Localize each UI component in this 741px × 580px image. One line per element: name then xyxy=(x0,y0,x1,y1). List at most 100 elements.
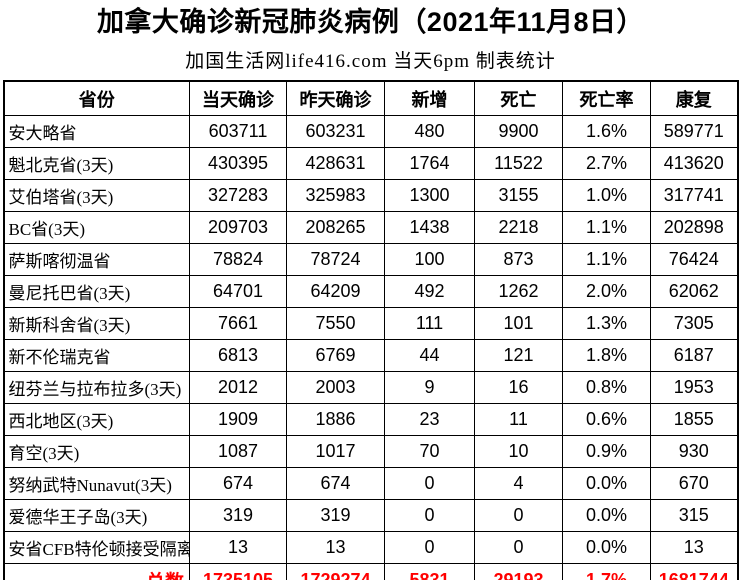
death-rate-cell: 1.8% xyxy=(562,339,651,372)
new-cases-cell: 70 xyxy=(384,435,475,468)
header-yesterday-confirmed: 昨天确诊 xyxy=(286,80,385,116)
table-row: 育空(3天) 1087 1017 70 10 0.9% 930 xyxy=(3,435,738,468)
table-row: 艾伯塔省(3天) 327283 325983 1300 3155 1.0% 31… xyxy=(3,179,738,212)
deaths-cell: 0 xyxy=(474,499,563,532)
yesterday-confirmed-cell: 1017 xyxy=(286,435,385,468)
table-row: 魁北克省(3天) 430395 428631 1764 11522 2.7% 4… xyxy=(3,147,738,180)
deaths-cell: 873 xyxy=(474,243,563,276)
covid-cases-table: 省份 当天确诊 昨天确诊 新增 死亡 死亡率 康复 安大略省 603711 60… xyxy=(2,80,739,580)
recovered-cell: 413620 xyxy=(650,147,738,180)
yesterday-confirmed-cell: 674 xyxy=(286,467,385,500)
death-rate-cell: 0.8% xyxy=(562,371,651,404)
total-label: 总数 xyxy=(3,563,190,580)
province-cell: 安省CFB特伦顿接受隔离 xyxy=(3,531,190,564)
total-row: 总数 1735105 1729274 5831 29193 1.7% 16817… xyxy=(3,563,738,580)
deaths-cell: 16 xyxy=(474,371,563,404)
new-cases-cell: 9 xyxy=(384,371,475,404)
province-cell: 新斯科舍省(3天) xyxy=(3,307,190,340)
table-row: 努纳武特Nunavut(3天) 674 674 0 4 0.0% 670 xyxy=(3,467,738,500)
new-cases-cell: 100 xyxy=(384,243,475,276)
new-cases-cell: 1438 xyxy=(384,211,475,244)
table-row: 西北地区(3天) 1909 1886 23 11 0.6% 1855 xyxy=(3,403,738,436)
new-cases-cell: 44 xyxy=(384,339,475,372)
today-confirmed-cell: 603711 xyxy=(189,115,287,148)
new-cases-cell: 492 xyxy=(384,275,475,308)
death-rate-cell: 1.3% xyxy=(562,307,651,340)
yesterday-confirmed-cell: 319 xyxy=(286,499,385,532)
yesterday-confirmed-cell: 1886 xyxy=(286,403,385,436)
total-yesterday-confirmed: 1729274 xyxy=(286,563,385,580)
death-rate-cell: 0.6% xyxy=(562,403,651,436)
yesterday-confirmed-cell: 325983 xyxy=(286,179,385,212)
yesterday-confirmed-cell: 6769 xyxy=(286,339,385,372)
province-cell: 育空(3天) xyxy=(3,435,190,468)
province-cell: 爱德华王子岛(3天) xyxy=(3,499,190,532)
yesterday-confirmed-cell: 64209 xyxy=(286,275,385,308)
deaths-cell: 3155 xyxy=(474,179,563,212)
new-cases-cell: 1300 xyxy=(384,179,475,212)
death-rate-cell: 1.6% xyxy=(562,115,651,148)
province-cell: 纽芬兰与拉布拉多(3天) xyxy=(3,371,190,404)
today-confirmed-cell: 64701 xyxy=(189,275,287,308)
deaths-cell: 4 xyxy=(474,467,563,500)
death-rate-cell: 0.0% xyxy=(562,499,651,532)
deaths-cell: 10 xyxy=(474,435,563,468)
total-today-confirmed: 1735105 xyxy=(189,563,287,580)
recovered-cell: 317741 xyxy=(650,179,738,212)
deaths-cell: 121 xyxy=(474,339,563,372)
death-rate-cell: 2.7% xyxy=(562,147,651,180)
today-confirmed-cell: 319 xyxy=(189,499,287,532)
table-row: BC省(3天) 209703 208265 1438 2218 1.1% 202… xyxy=(3,211,738,244)
table-row: 曼尼托巴省(3天) 64701 64209 492 1262 2.0% 6206… xyxy=(3,275,738,308)
deaths-cell: 1262 xyxy=(474,275,563,308)
death-rate-cell: 2.0% xyxy=(562,275,651,308)
today-confirmed-cell: 78824 xyxy=(189,243,287,276)
province-cell: BC省(3天) xyxy=(3,211,190,244)
recovered-cell: 202898 xyxy=(650,211,738,244)
today-confirmed-cell: 209703 xyxy=(189,211,287,244)
death-rate-cell: 0.0% xyxy=(562,467,651,500)
header-today-confirmed: 当天确诊 xyxy=(189,80,287,116)
yesterday-confirmed-cell: 13 xyxy=(286,531,385,564)
table-row: 纽芬兰与拉布拉多(3天) 2012 2003 9 16 0.8% 1953 xyxy=(3,371,738,404)
new-cases-cell: 0 xyxy=(384,531,475,564)
deaths-cell: 9900 xyxy=(474,115,563,148)
header-province: 省份 xyxy=(3,80,190,116)
header-new-cases: 新增 xyxy=(384,80,475,116)
yesterday-confirmed-cell: 603231 xyxy=(286,115,385,148)
recovered-cell: 7305 xyxy=(650,307,738,340)
header-row: 省份 当天确诊 昨天确诊 新增 死亡 死亡率 康复 xyxy=(3,80,738,116)
page-subtitle: 加国生活网life416.com 当天6pm 制表统计 xyxy=(185,51,556,72)
death-rate-cell: 1.0% xyxy=(562,179,651,212)
recovered-cell: 1855 xyxy=(650,403,738,436)
yesterday-confirmed-cell: 428631 xyxy=(286,147,385,180)
recovered-cell: 62062 xyxy=(650,275,738,308)
table-row: 安省CFB特伦顿接受隔离 13 13 0 0 0.0% 13 xyxy=(3,531,738,564)
total-deaths: 29193 xyxy=(474,563,563,580)
new-cases-cell: 1764 xyxy=(384,147,475,180)
table-row: 新不伦瑞克省 6813 6769 44 121 1.8% 6187 xyxy=(3,339,738,372)
table-body: 安大略省 603711 603231 480 9900 1.6% 589771 … xyxy=(3,115,738,564)
deaths-cell: 11522 xyxy=(474,147,563,180)
province-cell: 西北地区(3天) xyxy=(3,403,190,436)
death-rate-cell: 0.9% xyxy=(562,435,651,468)
table-row: 萨斯喀彻温省 78824 78724 100 873 1.1% 76424 xyxy=(3,243,738,276)
recovered-cell: 1953 xyxy=(650,371,738,404)
deaths-cell: 2218 xyxy=(474,211,563,244)
header-death-rate: 死亡率 xyxy=(562,80,651,116)
total-new-cases: 5831 xyxy=(384,563,475,580)
recovered-cell: 930 xyxy=(650,435,738,468)
province-cell: 曼尼托巴省(3天) xyxy=(3,275,190,308)
new-cases-cell: 480 xyxy=(384,115,475,148)
province-cell: 努纳武特Nunavut(3天) xyxy=(3,467,190,500)
deaths-cell: 0 xyxy=(474,531,563,564)
recovered-cell: 13 xyxy=(650,531,738,564)
today-confirmed-cell: 1087 xyxy=(189,435,287,468)
table-row: 爱德华王子岛(3天) 319 319 0 0 0.0% 315 xyxy=(3,499,738,532)
page-title: 加拿大确诊新冠肺炎病例（2021年11月8日） xyxy=(96,7,645,37)
province-cell: 安大略省 xyxy=(3,115,190,148)
recovered-cell: 670 xyxy=(650,467,738,500)
death-rate-cell: 0.0% xyxy=(562,531,651,564)
recovered-cell: 76424 xyxy=(650,243,738,276)
